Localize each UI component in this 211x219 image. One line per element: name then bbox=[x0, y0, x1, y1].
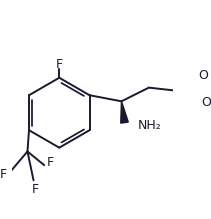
Text: O: O bbox=[198, 69, 208, 82]
Polygon shape bbox=[121, 101, 128, 123]
Text: F: F bbox=[56, 58, 63, 71]
Text: F: F bbox=[31, 183, 39, 196]
Text: NH₂: NH₂ bbox=[138, 119, 162, 132]
Text: O: O bbox=[201, 96, 211, 109]
Text: F: F bbox=[47, 156, 54, 169]
Text: F: F bbox=[0, 168, 7, 181]
